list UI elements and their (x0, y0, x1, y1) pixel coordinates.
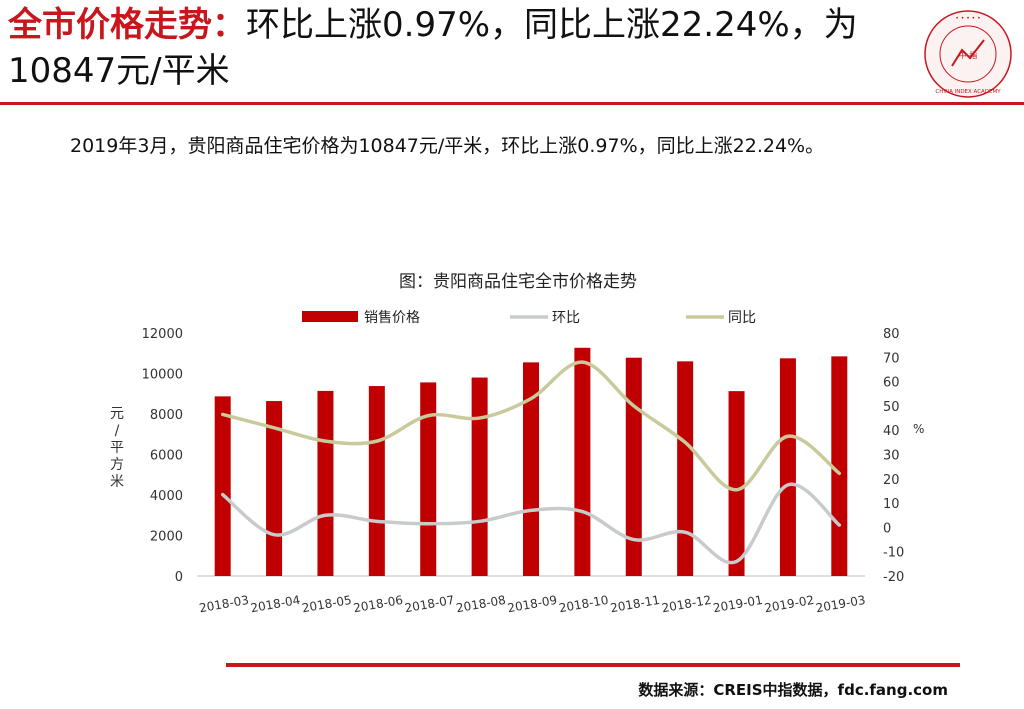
china-index-academy-logo: • • • • • 中 指 CHINA INDEX ACADEMY (924, 10, 1012, 98)
bar-sales-price (728, 391, 745, 576)
y-left-tick-label: 6000 (150, 449, 183, 464)
y-left-tick-label: 10000 (142, 368, 183, 383)
chart-axes: 0 2000 4000 6000 8000 10000 12000 -20 -10 0 10 20 30… (110, 327, 924, 585)
x-tick-label: 2018-09 (506, 593, 558, 615)
x-tick-label: 2018-04 (249, 593, 301, 615)
line-year-on-year (220, 360, 842, 492)
legend-swatch-sales-price (302, 311, 358, 322)
bar-sales-price (420, 382, 437, 576)
footer-divider (226, 663, 960, 667)
legend-label-sales-price: 销售价格 (364, 310, 420, 326)
y-left-tick-label: 4000 (150, 489, 183, 504)
bar-series (214, 347, 848, 576)
y-right-tick-label: 60 (883, 376, 900, 391)
y-right-tick-label: 0 (883, 521, 891, 536)
header-divider (0, 102, 1024, 105)
bar-sales-price (317, 390, 334, 576)
bar-sales-price (368, 386, 385, 576)
bar-sales-price (471, 377, 488, 576)
x-tick-label: 2018-06 (352, 593, 404, 615)
y-right-tick-label: -10 (883, 546, 904, 561)
y-right-tick-label: 70 (883, 351, 900, 366)
y-right-tick-label: 10 (883, 497, 900, 512)
line-series (220, 360, 842, 565)
headline-title-red: 全市价格走势： (8, 5, 246, 45)
bar-sales-price (523, 362, 539, 576)
y-right-tick-label: 50 (883, 400, 900, 415)
x-tick-label: 2019-03 (815, 593, 867, 615)
y-left-axis-title: 元/平方米 (110, 406, 124, 490)
y-left-tick-label: 2000 (150, 530, 183, 545)
x-tick-label: 2018-03 (198, 593, 250, 615)
logo-center-text: 中 指 (959, 50, 978, 60)
headline-title-rest: 环比上涨0.97%，同比上涨22.24%，为10847元/平米 (8, 5, 858, 91)
x-tick-label: 2018-08 (455, 593, 507, 615)
headline: 全市价格走势：环比上涨0.97%，同比上涨22.24%，为10847元/平米 (8, 2, 908, 94)
line-month-on-month (220, 482, 842, 565)
x-tick-label: 2018-12 (661, 593, 713, 615)
chart-title: 图：贵阳商品住宅全市价格走势 (399, 272, 637, 292)
y-right-tick-label: -20 (883, 570, 904, 585)
x-axis-tick-labels: 2018-03 2018-04 2018-05 2018-06 2018-07 2018-… (198, 593, 866, 615)
y-left-tick-label: 12000 (142, 327, 183, 342)
chart-legend: 销售价格 环比 同比 (302, 310, 756, 326)
bar-sales-price (625, 357, 642, 576)
y-right-tick-label: 30 (883, 449, 900, 464)
legend-label-month-on-month: 环比 (552, 310, 580, 326)
bar-sales-price (574, 347, 591, 576)
y-right-tick-label: 20 (883, 473, 900, 488)
bar-sales-price (779, 358, 796, 576)
y-right-axis-title: % (913, 422, 924, 436)
summary-text: 2019年3月，贵阳商品住宅价格为10847元/平米，环比上涨0.97%，同比上… (70, 135, 825, 157)
data-source: 数据来源：CREIS中指数据，fdc.fang.com (638, 681, 948, 699)
x-tick-label: 2018-07 (404, 593, 456, 615)
x-tick-label: 2018-10 (558, 593, 610, 615)
x-tick-label: 2019-02 (763, 593, 815, 615)
y-right-tick-label: 80 (883, 327, 900, 342)
svg-text:• • • • •: • • • • • (955, 15, 980, 22)
legend-label-year-on-year: 同比 (728, 310, 756, 326)
bar-sales-price (214, 396, 231, 576)
bar-sales-price (677, 361, 694, 576)
y-left-tick-label: 0 (175, 570, 183, 585)
x-tick-label: 2018-05 (301, 593, 353, 615)
x-tick-label: 2019-01 (712, 593, 764, 615)
y-right-tick-label: 40 (883, 424, 900, 439)
logo-ring-text: CHINA INDEX ACADEMY (935, 89, 1001, 95)
y-left-tick-label: 8000 (150, 408, 183, 423)
x-tick-label: 2018-11 (609, 593, 661, 615)
